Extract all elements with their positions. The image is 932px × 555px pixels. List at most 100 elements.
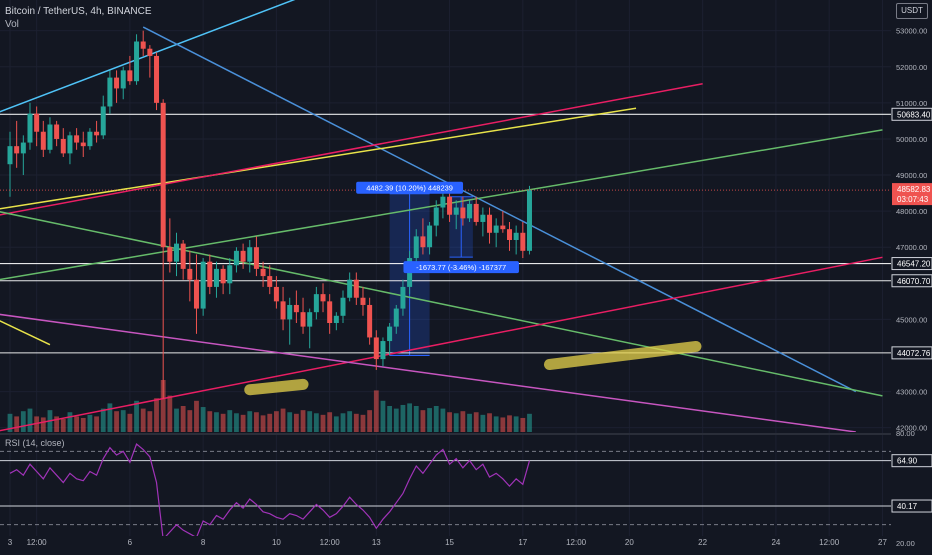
badge-text: 48582.83 — [897, 185, 931, 194]
candle-body — [447, 196, 453, 215]
y-axis-tick-label: 48000.00 — [896, 207, 927, 216]
badge-text: 50683.40 — [897, 110, 931, 119]
volume-bar — [413, 406, 419, 432]
candle-body — [480, 214, 486, 222]
candle-body — [207, 261, 213, 287]
volume-bar — [307, 411, 313, 432]
volume-bar — [7, 413, 13, 432]
volume-bar — [207, 411, 213, 432]
candle-body — [20, 142, 26, 154]
volume-bar — [393, 408, 399, 432]
volume-bar — [367, 410, 373, 432]
candle-body — [233, 250, 239, 266]
volume-bar — [94, 416, 99, 432]
candle-body — [193, 279, 199, 309]
candle-body — [433, 207, 439, 226]
candle-body — [47, 124, 53, 150]
candle-body — [260, 268, 266, 277]
candle-body — [40, 131, 46, 150]
candle-body — [180, 243, 186, 269]
badge-text: 40.17 — [897, 502, 918, 511]
highlight-stroke — [543, 340, 702, 371]
candle-body — [220, 268, 226, 284]
volume-bar — [60, 419, 66, 432]
candle-body — [400, 286, 406, 309]
volume-bar — [254, 412, 259, 432]
x-axis-tick-label: 12:00 — [320, 538, 341, 547]
x-axis-tick-label: 10 — [272, 538, 281, 547]
volume-bar — [340, 413, 346, 432]
candle-body — [94, 131, 100, 136]
trendline — [0, 82, 703, 216]
volume-bar — [487, 413, 492, 432]
candle-body — [253, 247, 259, 269]
volume-bar — [147, 411, 153, 432]
volume-bar — [500, 417, 506, 432]
candle-body — [134, 41, 140, 82]
candle-body — [147, 48, 153, 56]
volume-bar — [40, 417, 46, 432]
candle-body — [420, 236, 426, 248]
badge-bg — [891, 107, 932, 121]
volume-bar — [527, 413, 532, 432]
candle-body — [340, 297, 346, 316]
volume-bar — [167, 395, 173, 432]
volume-bar — [234, 413, 239, 432]
candle-body — [273, 286, 279, 302]
measure-label-text: 4482.39 (10.20%) 448239 — [366, 184, 453, 193]
badge-bg — [891, 499, 932, 513]
volume-bar — [407, 403, 412, 432]
candle-body — [14, 146, 20, 154]
rsi-axis-tick-label: 20.00 — [896, 539, 915, 548]
candle-body — [74, 135, 80, 143]
y-axis-tick-label: 51000.00 — [896, 99, 927, 108]
volume-bar — [267, 413, 273, 432]
measure-label: -1673.77 (-3.46%) -167377 — [403, 261, 519, 274]
candle-body — [460, 207, 466, 219]
x-axis-tick-label: 13 — [372, 538, 381, 547]
candle-body — [27, 113, 33, 143]
candle-body — [7, 146, 13, 165]
x-axis-tick-label: 12:00 — [27, 538, 48, 547]
volume-bar — [187, 410, 193, 432]
currency-badge[interactable]: USDT — [896, 3, 928, 19]
candle-body — [393, 308, 399, 327]
x-axis-tick-label: 22 — [698, 538, 707, 547]
volume-bar — [247, 411, 253, 432]
volume-bar — [34, 416, 40, 432]
candle-body — [140, 41, 146, 49]
volume-bar — [460, 411, 466, 432]
x-axis-tick-label: 15 — [445, 538, 454, 547]
candle-body — [60, 138, 66, 154]
badge-bg — [892, 183, 932, 206]
x-axis-tick-label: 8 — [201, 538, 206, 547]
volume-bar — [220, 413, 226, 432]
candle-body — [213, 268, 219, 287]
x-axis-tick-label: 20 — [625, 538, 634, 547]
trendline — [0, 0, 296, 113]
volume-bar — [347, 411, 353, 432]
volume-bar — [174, 408, 179, 432]
volume-bar — [100, 408, 106, 432]
candle-body — [487, 214, 493, 233]
volume-bar — [320, 414, 326, 432]
x-axis-tick-label: 3 — [8, 538, 13, 547]
measure-label-bg — [356, 181, 464, 194]
measure-label-bg — [403, 261, 519, 274]
volume-bar — [194, 400, 199, 432]
volume-bar — [433, 406, 439, 432]
candle-body — [80, 142, 86, 147]
y-axis-tick-label: 50000.00 — [896, 135, 927, 144]
volume-bar — [420, 410, 426, 432]
x-axis-tick-label: 12:00 — [819, 538, 840, 547]
symbol-title[interactable]: Bitcoin / TetherUS, 4h, BINANCE — [5, 6, 152, 17]
volume-bar — [14, 416, 20, 432]
volume-bar — [87, 414, 93, 432]
volume-bar — [140, 408, 146, 432]
candle-body — [107, 77, 113, 107]
rsi-label[interactable]: RSI (14, close) — [5, 438, 65, 448]
trendline — [0, 313, 856, 432]
candle-body — [300, 312, 306, 327]
